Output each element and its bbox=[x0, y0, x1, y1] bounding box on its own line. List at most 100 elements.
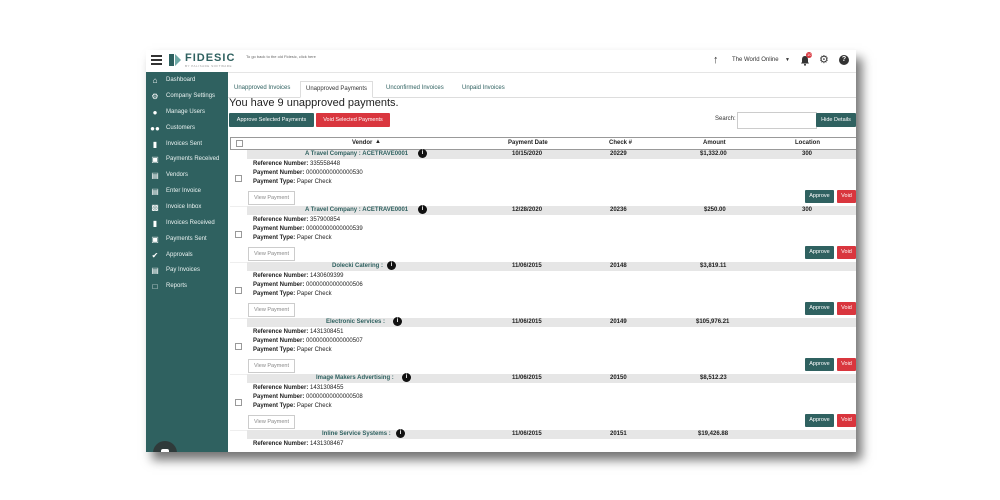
sidebar-item-payments-received[interactable]: ▣ Payments Received bbox=[151, 155, 220, 164]
vendor-link[interactable]: Dolecki Catering : bbox=[332, 263, 384, 269]
row-checkbox[interactable] bbox=[235, 287, 242, 294]
view-payment-button[interactable]: View Payment bbox=[248, 191, 295, 205]
sidebar-item-enter-invoice[interactable]: ▤ Enter Invoice bbox=[151, 187, 202, 196]
tab-unconfirmed-invoices[interactable]: Unconfirmed Invoices bbox=[386, 85, 444, 91]
row-checkbox[interactable] bbox=[235, 343, 242, 350]
gear-icon: ⚙ bbox=[151, 92, 159, 101]
sidebar-item-reports[interactable]: □ Reports bbox=[146, 280, 228, 294]
up-arrow-icon[interactable]: ↑ bbox=[713, 54, 719, 66]
vendor-link[interactable]: A Travel Company : ACETRAVE0001 bbox=[305, 207, 409, 213]
payment-type: Payment Type: Paper Check bbox=[253, 403, 332, 409]
amount: $3,819.11 bbox=[700, 263, 727, 269]
old-fidesic-link[interactable]: To go back to the old Fidesic, click her… bbox=[246, 54, 316, 59]
payment-type: Payment Type: Paper Check bbox=[253, 179, 332, 185]
gear-icon[interactable]: ⚙ bbox=[819, 54, 829, 66]
check-number: 20151 bbox=[610, 431, 627, 437]
chat-icon[interactable] bbox=[153, 441, 177, 452]
check-number: 20148 bbox=[610, 263, 627, 269]
view-payment-button[interactable]: View Payment bbox=[248, 415, 295, 429]
amount: $105,976.21 bbox=[696, 319, 730, 325]
void-button[interactable]: Void bbox=[837, 358, 856, 371]
column-header-check: Check # bbox=[609, 140, 633, 146]
inbox-icon: ▩ bbox=[151, 203, 159, 212]
reference-number: Reference Number: 1431308455 bbox=[253, 385, 344, 391]
row-checkbox[interactable] bbox=[235, 175, 242, 182]
vendor-link[interactable]: Electronic Services : bbox=[326, 319, 386, 325]
void-button[interactable]: Void bbox=[837, 246, 856, 259]
logo-text: FIDESIC bbox=[185, 52, 236, 64]
info-icon[interactable]: i bbox=[387, 261, 396, 270]
search-input[interactable] bbox=[737, 112, 817, 129]
tab-unapproved-invoices[interactable]: Unapproved Invoices bbox=[234, 85, 291, 91]
void-button[interactable]: Void bbox=[837, 190, 856, 203]
info-icon[interactable]: i bbox=[402, 373, 411, 382]
sidebar-item-pay-invoices[interactable]: ▤ Pay Invoices bbox=[151, 266, 201, 275]
sidebar-item-manage-users[interactable]: ● Manage Users bbox=[146, 106, 228, 120]
row-checkbox[interactable] bbox=[235, 231, 242, 238]
column-header-vendor[interactable]: Vendor bbox=[352, 140, 373, 146]
help-icon[interactable]: ? bbox=[839, 55, 849, 65]
info-icon[interactable]: i bbox=[418, 205, 427, 214]
users-icon: ●● bbox=[150, 124, 160, 133]
amount: $250.00 bbox=[704, 207, 726, 213]
chart-icon: □ bbox=[152, 282, 158, 291]
reference-number: Reference Number: 1431308467 bbox=[253, 441, 344, 447]
approve-button[interactable]: Approve bbox=[805, 246, 834, 259]
approve-selected-button[interactable]: Approve Selected Payments bbox=[229, 113, 314, 127]
document-icon: ▮ bbox=[152, 219, 158, 228]
sidebar-item-customers[interactable]: ●● Customers bbox=[150, 124, 196, 133]
sidebar: ⌂ Dashboard ⚙ Company Settings ● Manage Use… bbox=[146, 72, 228, 452]
view-payment-button[interactable]: View Payment bbox=[248, 359, 295, 373]
payment-date: 11/06/2015 bbox=[512, 375, 542, 381]
payment-type: Payment Type: Paper Check bbox=[253, 235, 332, 241]
sidebar-item-payments-sent[interactable]: ▣ Payments Sent bbox=[151, 235, 207, 244]
sidebar-item-invoices-received[interactable]: ▮ Invoices Received bbox=[146, 217, 228, 231]
fidesic-logo-icon bbox=[169, 54, 181, 66]
sidebar-item-vendors[interactable]: ▤ Vendors bbox=[151, 171, 189, 180]
org-selector[interactable]: The World Online bbox=[732, 57, 779, 63]
sidebar-item-approvals[interactable]: ✔ Approvals bbox=[151, 251, 193, 260]
info-icon[interactable]: i bbox=[393, 317, 402, 326]
app-window: FIDESIC BY PALISADE SOFTWARE To go back … bbox=[146, 50, 856, 452]
bell-icon[interactable] bbox=[800, 55, 810, 66]
vendor-link[interactable]: A Travel Company : ACETRAVE0001 bbox=[305, 151, 409, 157]
sidebar-item-invoices-sent[interactable]: ▮ Invoices Sent bbox=[146, 138, 228, 152]
payment-date: 11/06/2015 bbox=[512, 431, 542, 437]
hide-details-button[interactable]: Hide Details bbox=[816, 113, 856, 127]
payment-date: 11/06/2015 bbox=[512, 263, 542, 269]
sort-asc-icon[interactable]: ▲ bbox=[375, 139, 381, 145]
table-row: Electronic Services : i 11/06/2015 20149… bbox=[230, 317, 856, 375]
approve-button[interactable]: Approve bbox=[805, 190, 834, 203]
check-circle-icon: ✔ bbox=[151, 251, 159, 260]
tab-unapproved-payments[interactable]: Unapproved Payments bbox=[300, 81, 374, 98]
approve-button[interactable]: Approve bbox=[805, 358, 834, 371]
vendor-link[interactable]: Image Makers Advertising : bbox=[316, 375, 394, 381]
void-selected-button[interactable]: Void Selected Payments bbox=[316, 113, 390, 127]
check-number: 20229 bbox=[610, 151, 627, 157]
hamburger-menu-icon[interactable] bbox=[151, 55, 162, 65]
payment-number: Payment Number: 00000000000000530 bbox=[253, 170, 363, 176]
view-payment-button[interactable]: View Payment bbox=[248, 247, 295, 261]
approve-button[interactable]: Approve bbox=[805, 414, 834, 427]
void-button[interactable]: Void bbox=[837, 302, 856, 315]
sidebar-item-invoice-inbox[interactable]: ▩ Invoice Inbox bbox=[151, 203, 202, 212]
table-row: A Travel Company : ACETRAVE0001 i 10/15/… bbox=[230, 149, 856, 207]
cart-icon: ▤ bbox=[151, 266, 159, 275]
row-checkbox[interactable] bbox=[235, 399, 242, 406]
info-icon[interactable]: i bbox=[418, 149, 427, 158]
column-header-payment-date: Payment Date bbox=[508, 140, 548, 146]
tab-bar: Unapproved Invoices Unapproved Payments … bbox=[228, 81, 856, 98]
tab-unpaid-invoices[interactable]: Unpaid Invoices bbox=[462, 85, 505, 91]
sidebar-item-dashboard[interactable]: ⌂ Dashboard bbox=[146, 74, 228, 88]
view-payment-button[interactable]: View Payment bbox=[248, 303, 295, 317]
vendor-link[interactable]: Inline Service Systems : bbox=[322, 431, 391, 437]
select-all-checkbox[interactable] bbox=[236, 140, 243, 147]
sidebar-item-company-settings[interactable]: ⚙ Company Settings bbox=[151, 92, 216, 101]
info-icon[interactable]: i bbox=[396, 429, 405, 438]
approve-button[interactable]: Approve bbox=[805, 302, 834, 315]
chevron-down-icon[interactable]: ▼ bbox=[785, 57, 790, 63]
void-button[interactable]: Void bbox=[837, 414, 856, 427]
check-number: 20150 bbox=[610, 375, 627, 381]
location: 300 bbox=[802, 207, 813, 213]
money-icon: ▣ bbox=[151, 155, 159, 164]
